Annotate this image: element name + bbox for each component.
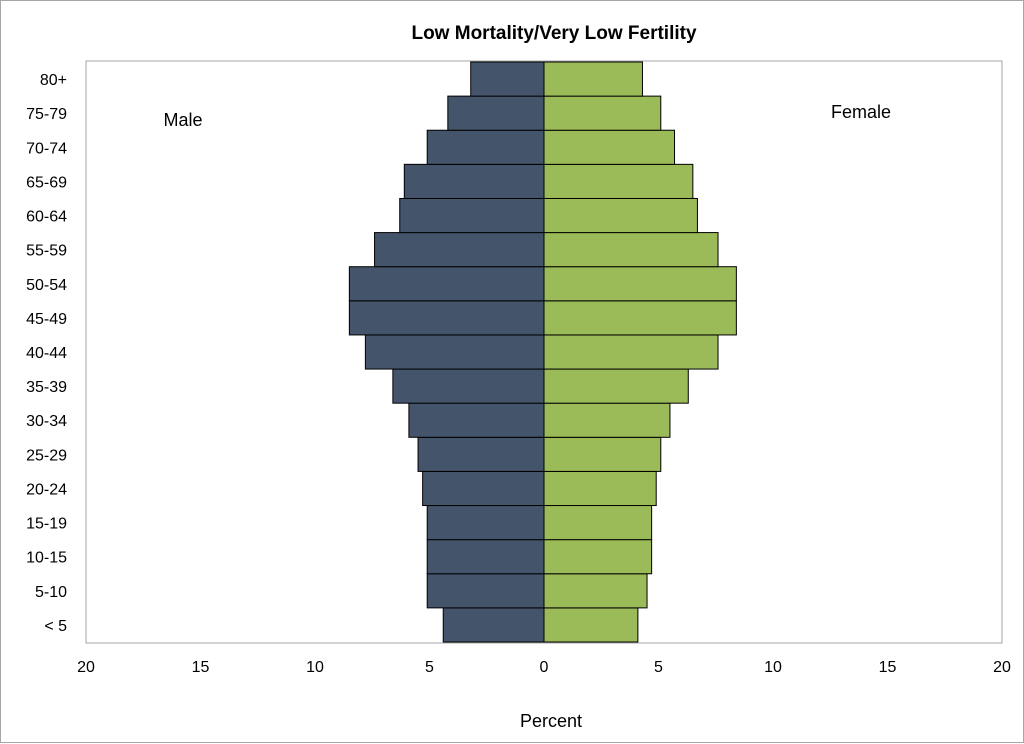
y-tick-label: 55-59 <box>26 243 67 260</box>
x-tick-label: 20 <box>993 659 1011 676</box>
y-tick-labels: < 5 5-10 10-15 15-19 20-24 25-29 30-34 35-39 40-… <box>26 72 67 635</box>
male-bar-65-69 <box>403 163 545 199</box>
y-tick-label: 60-64 <box>26 209 67 226</box>
female-bar-75-79 <box>543 95 662 131</box>
male-bar-45-49 <box>348 300 545 336</box>
male-annotation: Male <box>163 110 202 130</box>
female-bar-15-19 <box>543 505 653 541</box>
chart-title: Low Mortality/Very Low Fertility <box>411 23 696 44</box>
x-tick-label: 20 <box>77 659 95 676</box>
x-tick-label: 10 <box>306 659 324 676</box>
female-bar-5-10 <box>543 573 648 609</box>
male-bar-25-29 <box>417 436 545 472</box>
male-bar-55-59 <box>374 232 545 268</box>
x-tick-label: 0 <box>540 659 549 676</box>
y-tick-label: 20-24 <box>26 481 67 498</box>
y-tick-label: 65-69 <box>26 174 67 191</box>
female-annotation: Female <box>831 102 891 122</box>
y-tick-label: 75-79 <box>26 106 67 123</box>
bars-group <box>348 61 737 643</box>
male-bar-10-15 <box>426 539 545 575</box>
female-bar-50-54 <box>543 266 737 302</box>
male-bar-5-10 <box>426 573 545 609</box>
female-bar-20-24 <box>543 470 657 507</box>
female-bar-55-59 <box>543 232 719 268</box>
y-tick-label: 80+ <box>40 72 67 89</box>
female-bar-10-15 <box>543 539 653 575</box>
male-bar-60-64 <box>399 197 545 234</box>
male-bar-70-74 <box>426 129 545 165</box>
x-tick-label: 15 <box>879 659 897 676</box>
male-bar-40-44 <box>364 334 545 370</box>
y-tick-label: 30-34 <box>26 413 67 430</box>
x-tick-label: 5 <box>654 659 663 676</box>
female-bar-30-34 <box>543 402 671 438</box>
x-tick-labels: 20 15 10 5 0 5 10 15 20 <box>77 659 1011 676</box>
y-tick-label: 25-29 <box>26 447 67 464</box>
y-tick-label: 40-44 <box>26 345 67 362</box>
x-axis-label: Percent <box>520 711 582 731</box>
female-bar-60-64 <box>543 197 698 234</box>
x-tick-label: 15 <box>192 659 210 676</box>
x-tick-label: 10 <box>764 659 782 676</box>
female-bar-25-29 <box>543 436 662 472</box>
female-bar-70-74 <box>543 129 676 165</box>
male-bar-35-39 <box>392 368 545 404</box>
y-tick-label: 10-15 <box>26 550 67 567</box>
female-bar-80+ <box>543 61 643 97</box>
y-tick-label: 45-49 <box>26 311 67 328</box>
x-tick-label: 5 <box>425 659 434 676</box>
female-bar-35-39 <box>543 368 689 404</box>
y-tick-label: 70-74 <box>26 140 67 157</box>
male-bar-20-24 <box>422 470 545 507</box>
female-bar-65-69 <box>543 163 694 199</box>
male-bar-75-79 <box>447 95 545 131</box>
male-bar-30-34 <box>408 402 545 438</box>
male-bar-80+ <box>470 61 545 97</box>
male-bar-50-54 <box>348 266 545 302</box>
y-tick-label: 15-19 <box>26 516 67 533</box>
female-bar--5 <box>543 607 639 643</box>
female-bar-45-49 <box>543 300 737 336</box>
y-tick-label: 50-54 <box>26 277 67 294</box>
male-bar--5 <box>442 607 545 643</box>
y-tick-label: 5-10 <box>35 584 67 601</box>
y-tick-label: < 5 <box>44 618 67 635</box>
female-bar-40-44 <box>543 334 719 370</box>
male-bar-15-19 <box>426 505 545 541</box>
y-tick-label: 35-39 <box>26 379 67 396</box>
